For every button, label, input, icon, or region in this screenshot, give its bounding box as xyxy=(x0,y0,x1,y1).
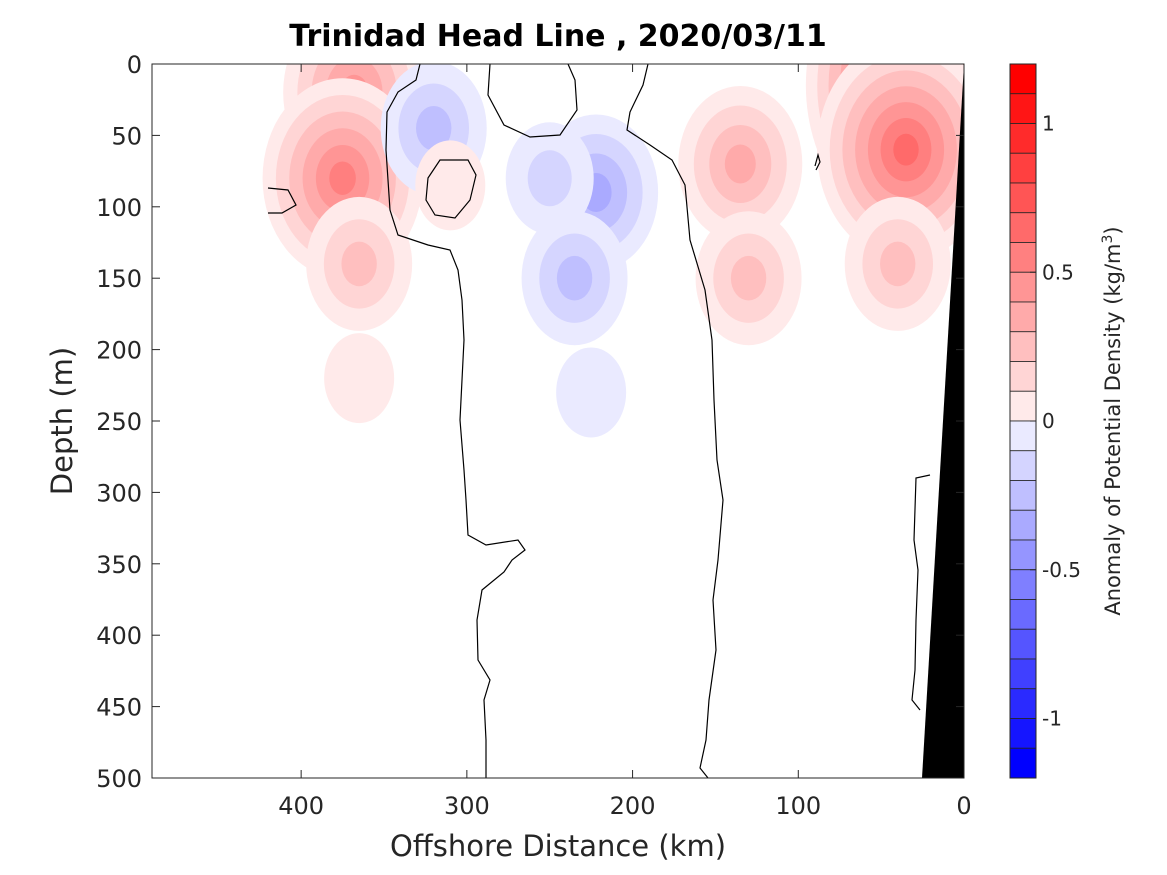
colorbar-swatch xyxy=(1009,331,1037,362)
plot-area: 400 300 200 100 0 0 50 100 150 200 250 300 350 400 45… xyxy=(96,51,972,820)
zero-contour-coast xyxy=(911,474,931,711)
anomaly-level xyxy=(324,333,395,424)
anomaly-patch xyxy=(306,196,413,331)
x-tick-label: 100 xyxy=(775,792,821,820)
colorbar-tick-label: -1 xyxy=(1042,707,1062,731)
y-tick-label: 300 xyxy=(96,479,142,507)
colorbar-tick-label: 0 xyxy=(1042,409,1055,433)
colorbar-swatch xyxy=(1009,599,1037,630)
anomaly-level xyxy=(416,105,452,151)
anomaly-level xyxy=(341,241,377,287)
colorbar-swatch xyxy=(1009,539,1037,571)
bathymetry-shelf xyxy=(922,64,964,778)
zero-contour-main-a xyxy=(385,64,526,778)
colorbar-swatch xyxy=(1009,658,1037,690)
x-tick-label: 400 xyxy=(278,792,324,820)
anomaly-patch xyxy=(415,140,486,231)
zero-contour-west-loop xyxy=(267,187,297,214)
y-tick-label: 150 xyxy=(96,265,142,293)
anomaly-level xyxy=(329,161,356,195)
colorbar-ticks: 1 0.5 0 -0.5 -1 xyxy=(1030,112,1081,731)
y-tick-label: 200 xyxy=(96,337,142,365)
y-tick-label: 50 xyxy=(111,122,142,150)
anomaly-level xyxy=(730,255,767,301)
x-tick-label: 200 xyxy=(610,792,656,820)
anomaly-patch xyxy=(505,122,594,235)
x-axis-label: Offshore Distance (km) xyxy=(390,829,726,863)
colorbar-swatch xyxy=(1009,123,1037,154)
colorbar: 1 0.5 0 -0.5 -1 Anomaly of Potential Density… xyxy=(1009,63,1125,779)
colorbar-tick-label: 1 xyxy=(1042,112,1055,136)
colorbar-swatch xyxy=(1009,569,1037,600)
colorbar-tick-label: -0.5 xyxy=(1042,558,1081,582)
anomaly-patch xyxy=(678,85,803,242)
zero-contour-main-b xyxy=(626,64,724,778)
y-tick-label: 350 xyxy=(96,551,142,579)
anomaly-patch xyxy=(521,211,628,346)
colorbar-swatch xyxy=(1009,628,1037,660)
x-tick-label: 300 xyxy=(444,792,490,820)
zero-contour-cap xyxy=(487,64,578,138)
anomaly-patch xyxy=(324,333,395,424)
anomaly-patch xyxy=(556,347,627,438)
colorbar-tick-label: 0.5 xyxy=(1042,260,1074,284)
y-axis-label: Depth (m) xyxy=(45,347,79,495)
anomaly-level xyxy=(880,241,916,287)
colorbar-swatch xyxy=(1009,212,1037,243)
colorbar-swatch xyxy=(1009,301,1037,333)
y-tick-label: 400 xyxy=(96,622,142,650)
colorbar-swatch xyxy=(1009,688,1037,719)
colorbar-swatch xyxy=(1009,420,1037,452)
density-anomaly-fill xyxy=(262,64,964,438)
zero-contour-inner-loop xyxy=(425,159,477,219)
zero-contour-small-loop xyxy=(814,152,821,171)
y-tick-label: 500 xyxy=(96,765,142,793)
anomaly-level xyxy=(527,150,572,207)
colorbar-swatch xyxy=(1009,242,1037,273)
y-tick-label: 450 xyxy=(96,694,142,722)
y-tick-label: 0 xyxy=(127,51,142,79)
y-tick-label: 250 xyxy=(96,408,142,436)
colorbar-swatch xyxy=(1009,509,1037,541)
x-axis-ticks: 400 300 200 100 0 xyxy=(278,64,972,820)
anomaly-level xyxy=(556,255,593,301)
y-tick-label: 100 xyxy=(96,194,142,222)
anomaly-level xyxy=(893,133,919,166)
colorbar-swatch xyxy=(1009,450,1037,481)
colorbar-swatch xyxy=(1009,93,1037,124)
colorbar-swatch xyxy=(1009,480,1037,511)
anomaly-patch xyxy=(844,196,951,331)
x-tick-label: 0 xyxy=(956,792,971,820)
y-axis-ticks: 0 50 100 150 200 250 300 350 400 450 500 xyxy=(96,51,964,793)
colorbar-label: Anomaly of Potential Density (kg/m3) xyxy=(1100,226,1125,615)
anomaly-patch xyxy=(695,211,802,346)
colorbar-swatch xyxy=(1009,271,1037,303)
anomaly-level xyxy=(415,140,486,231)
colorbar-swatch xyxy=(1009,747,1037,779)
chart-title: Trinidad Head Line , 2020/03/11 xyxy=(289,19,826,54)
anomaly-level xyxy=(724,144,756,184)
colorbar-swatch xyxy=(1009,152,1037,184)
colorbar-swatch xyxy=(1009,390,1037,422)
colorbar-swatch xyxy=(1009,63,1037,95)
anomaly-level xyxy=(556,347,627,438)
zero-contour-lines xyxy=(267,64,931,778)
colorbar-swatch xyxy=(1009,182,1037,214)
colorbar-swatch xyxy=(1009,718,1037,749)
colorbar-swatch xyxy=(1009,361,1037,392)
